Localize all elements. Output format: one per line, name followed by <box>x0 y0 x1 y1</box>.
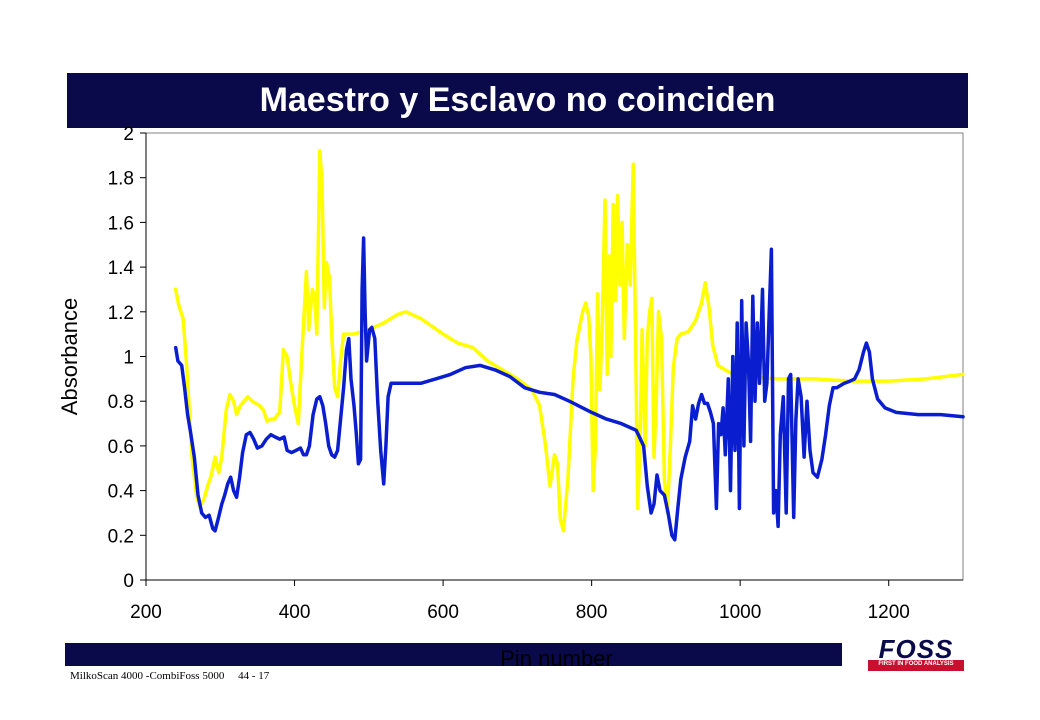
y-tick-label: 2 <box>123 124 134 145</box>
y-axis-label: Absorbance <box>57 298 82 415</box>
plot-area-frame <box>145 132 964 581</box>
logo-tagline: FIRST IN FOOD ANALYSIS <box>878 661 954 667</box>
x-tick-label: 200 <box>130 602 162 623</box>
y-tick-label: 1.4 <box>108 258 135 279</box>
foss-logo: FOSS FIRST IN FOOD ANALYSIS <box>868 634 964 672</box>
slide-title: Maestro y Esclavo no coinciden <box>259 81 776 119</box>
y-tick-label: 0.8 <box>108 392 134 413</box>
logo-strip <box>868 660 964 671</box>
x-axis-label: Pin number <box>500 646 613 671</box>
x-tick-label: 1000 <box>719 602 761 623</box>
y-tick-label: 1.2 <box>108 303 134 324</box>
y-tick-label: 0.6 <box>108 437 134 458</box>
x-tick-label: 1200 <box>868 602 910 623</box>
y-tick-label: 0 <box>123 571 134 592</box>
x-tick-label: 400 <box>279 602 311 623</box>
footer-text: MilkoScan 4000 -CombiFoss 5000 44 - 17 <box>70 670 270 682</box>
y-tick-label: 0.4 <box>108 482 135 503</box>
y-tick-label: 1.8 <box>108 169 134 190</box>
x-tick-label: 800 <box>576 602 608 623</box>
title-bar: Maestro y Esclavo no coinciden <box>67 73 968 128</box>
y-tick-label: 1.6 <box>108 213 134 234</box>
footer-bar <box>65 643 842 666</box>
y-tick-label: 0.2 <box>108 526 134 547</box>
y-tick-label: 1 <box>123 348 134 369</box>
x-tick-label: 600 <box>427 602 459 623</box>
series-line-1 <box>173 149 965 533</box>
logo-word: FOSS <box>878 634 954 664</box>
series-line-2 <box>173 236 965 542</box>
